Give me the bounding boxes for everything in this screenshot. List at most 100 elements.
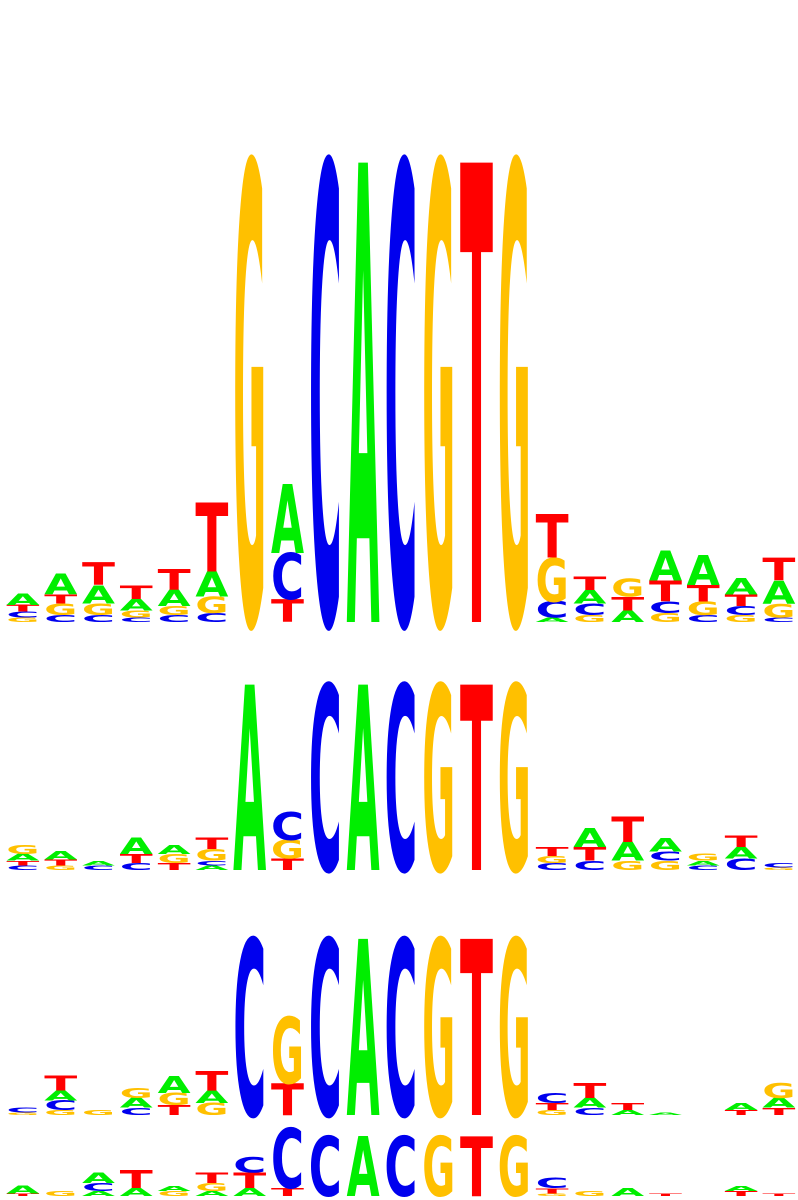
logo-letter-G: G <box>498 1121 531 1200</box>
logo-letter-G: G <box>498 890 531 1172</box>
logo-letter-C: C <box>271 804 304 849</box>
logo-column-9: C <box>309 1120 342 1200</box>
logo-letter-T: T <box>158 564 191 597</box>
logo-letter-C: C <box>725 855 758 873</box>
logo-letter-A: A <box>573 1096 607 1111</box>
logo-column-12: G <box>422 39 455 771</box>
logo-letter-C: C <box>384 1120 417 1200</box>
logo-letter-G: G <box>120 609 153 620</box>
logo-letter-T: T <box>120 582 153 604</box>
logo-column-13: T <box>460 892 493 1174</box>
logo-letter-A: A <box>195 1190 228 1198</box>
logo-column-21: T <box>762 1193 796 1197</box>
logo-letter-A: A <box>6 590 39 609</box>
logo-letter-A: A <box>611 1186 644 1198</box>
logo-letter-G: G <box>6 616 39 623</box>
logo-letter-C: C <box>233 1153 266 1178</box>
logo-letter-A: A <box>611 838 644 868</box>
logo-letter-G: G <box>498 39 531 771</box>
logo-column-13: T <box>460 1120 493 1200</box>
logo-letter-T: T <box>725 833 759 851</box>
logo-letter-T: T <box>44 858 77 867</box>
logo-column-12: G <box>422 1121 455 1200</box>
logo-letter-A: A <box>573 824 606 854</box>
logo-letter-T: T <box>460 635 493 931</box>
logo-column-14: G <box>498 890 531 1172</box>
logo-letter-A: A <box>120 1096 154 1111</box>
logo-letter-C: C <box>536 1175 569 1192</box>
logo-letter-T: T <box>460 1120 493 1200</box>
logo-letter-T: T <box>6 1193 40 1197</box>
logo-letter-C: C <box>120 861 153 872</box>
logo-column-6: AGT <box>195 1170 229 1198</box>
logo-letter-T: T <box>611 1101 644 1113</box>
logo-letter-A: A <box>195 565 228 605</box>
logo-letter-A: A <box>725 844 758 863</box>
logo-letter-C: C <box>687 864 720 872</box>
logo-letter-C: C <box>536 597 569 623</box>
logo-letter-G: G <box>44 864 77 872</box>
logo-letter-G: G <box>44 1189 77 1197</box>
logo-letter-C: C <box>309 636 342 931</box>
logo-letter-A: A <box>762 1096 796 1111</box>
logo-column-8: TGC <box>271 804 305 874</box>
logo-column-7: A <box>233 634 266 930</box>
logo-column-4: CTA <box>120 833 154 872</box>
logo-letter-A: A <box>271 467 304 577</box>
logo-letter-A: A <box>82 1190 115 1198</box>
logo-letter-C: C <box>762 616 795 623</box>
logo-letter-C: C <box>6 864 39 872</box>
logo-column-6: GAT <box>195 1066 228 1119</box>
logo-letter-G: G <box>158 852 191 867</box>
logo-letter-T: T <box>536 1187 570 1195</box>
logo-letter-A: A <box>44 1088 78 1103</box>
logo-letter-T: T <box>195 835 229 853</box>
logo-letter-A: A <box>195 864 229 871</box>
logo-letter-G: G <box>120 1086 153 1102</box>
logo-letter-C: C <box>6 610 39 619</box>
logo-column-10: A <box>347 1121 380 1200</box>
logo-letter-C: C <box>309 891 342 1172</box>
logo-letter-T: T <box>536 845 569 860</box>
logo-letter-T: T <box>536 502 569 572</box>
logo-column-19: CAG <box>687 852 721 872</box>
logo-letter-C: C <box>309 1120 342 1200</box>
logo-column-9: C <box>309 891 342 1172</box>
logo-letter-G: G <box>158 1189 191 1197</box>
logo-letter-C: C <box>309 38 342 772</box>
logo-letter-A: A <box>347 891 380 1172</box>
logo-column-9: C <box>309 38 342 772</box>
logo-letter-G: G <box>195 592 228 618</box>
logo-column-5: TGA <box>158 1072 192 1119</box>
logo-column-10: A <box>347 38 380 772</box>
logo-letter-A: A <box>82 581 115 611</box>
logo-letter-G: G <box>195 1100 228 1120</box>
logo-letter-C: C <box>762 862 795 870</box>
logo-letter-A: A <box>120 596 153 615</box>
logo-letter-G: G <box>573 1189 606 1197</box>
logo-column-7: G <box>233 39 266 771</box>
logo-letter-G: G <box>271 999 304 1105</box>
logo-letter-G: G <box>44 601 77 619</box>
logo-column-10: A <box>347 891 380 1172</box>
logo-letter-G: G <box>422 634 455 930</box>
logo-column-7: C <box>233 891 266 1172</box>
logo-letter-T: T <box>271 1074 305 1125</box>
logo-letter-T: T <box>120 1166 154 1195</box>
logo-letter-T: T <box>536 1101 569 1113</box>
logo-letter-A: A <box>158 586 192 611</box>
logo-letter-C: C <box>271 540 304 614</box>
logo-letter-A: A <box>44 568 77 602</box>
logo-letter-A: A <box>120 833 154 859</box>
logo-column-12: G <box>422 890 455 1172</box>
logo-letter-A: A <box>762 574 795 611</box>
